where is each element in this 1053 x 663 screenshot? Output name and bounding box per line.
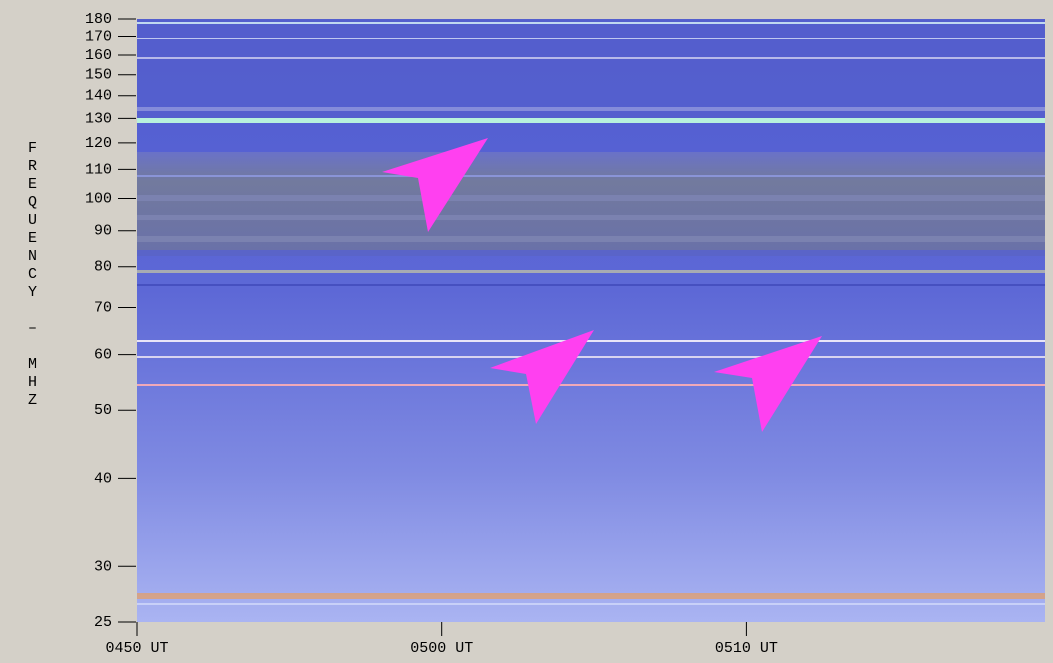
y-tick-label: 160 [85,47,112,64]
y-tick-label: 150 [85,67,112,84]
y-tick-label: 120 [85,135,112,152]
y-tick-label: 170 [85,28,112,45]
y-tick-label: 60 [94,347,112,364]
y-tick-label: 110 [85,161,112,178]
y-tick-label: 100 [85,191,112,208]
y-tick-label: 40 [94,470,112,487]
y-tick-label: 80 [94,259,112,276]
y-tick-label: 30 [94,558,112,575]
y-tick-label: 140 [85,88,112,105]
y-tick-label: 50 [94,402,112,419]
y-tick-label: 90 [94,223,112,240]
x-tick-label: 0450 UT [105,640,168,657]
x-tick-label: 0510 UT [715,640,778,657]
y-tick-label: 25 [94,614,112,631]
y-axis-label: FREQUENCY – MHZ [24,140,41,410]
y-tick-label: 180 [85,11,112,28]
x-tick-label: 0500 UT [410,640,473,657]
spectrogram-image [137,19,1045,622]
y-tick-label: 130 [85,110,112,127]
arrows [382,138,822,432]
y-tick-label: 70 [94,299,112,316]
